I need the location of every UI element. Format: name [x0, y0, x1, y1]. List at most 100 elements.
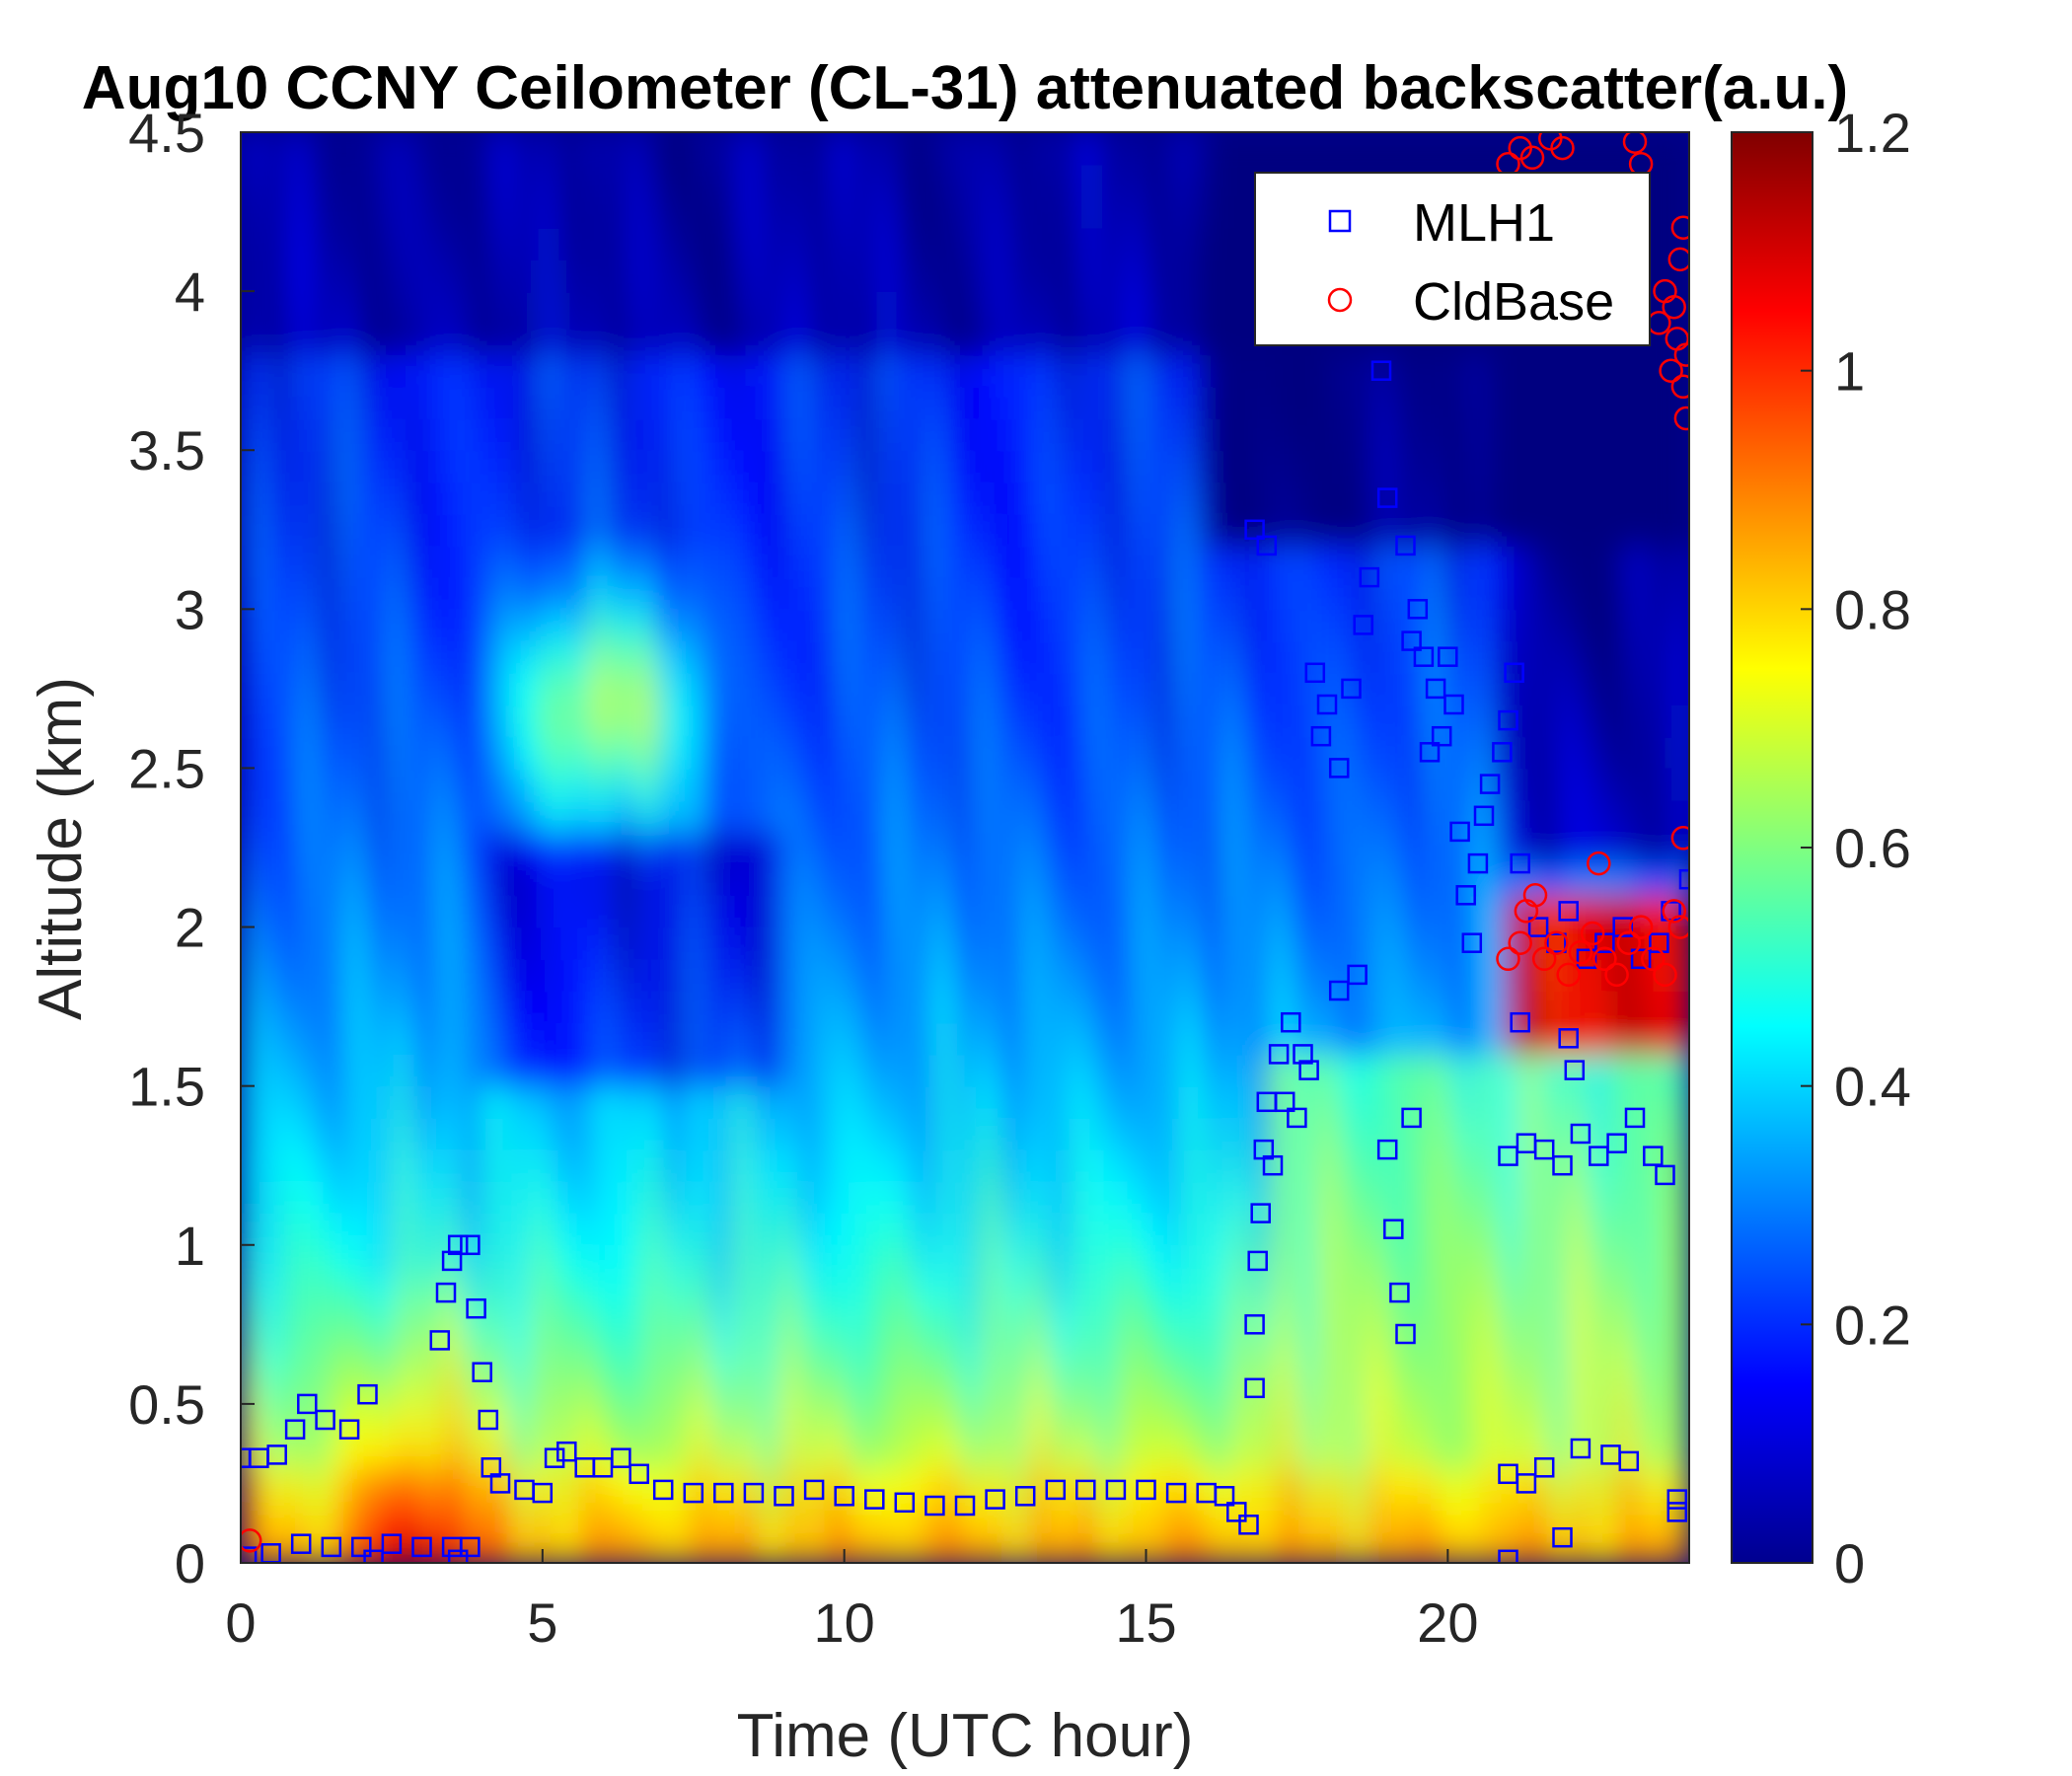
cldbase-point — [1508, 930, 1532, 955]
y-tick-label: 4 — [175, 260, 205, 323]
series-mlh1 — [241, 360, 1689, 1563]
cldbase-point — [1604, 962, 1629, 988]
cldbase-point — [1587, 851, 1611, 876]
mlh1-point — [1558, 901, 1579, 922]
mlh1-point — [1244, 519, 1265, 541]
y-tick-label: 1 — [175, 1215, 205, 1277]
mlh1-point — [1214, 1486, 1235, 1507]
mlh1-point — [1431, 725, 1452, 747]
chart-title: Aug10 CCNY Ceilometer (CL-31) attenuated… — [82, 54, 1848, 122]
cldbase-point — [1670, 215, 1689, 240]
mlh1-point — [1438, 646, 1458, 667]
cldbase-point — [1556, 962, 1581, 988]
mlh1-point — [1347, 964, 1368, 986]
mlh1-point — [363, 1549, 384, 1563]
mlh1-point — [411, 1536, 432, 1558]
cldbase-point — [1667, 247, 1689, 272]
mlh1-point — [381, 1533, 403, 1554]
mlh1-point — [1247, 1250, 1268, 1272]
y-tick-label: 0 — [175, 1532, 205, 1594]
mlh1-point — [1413, 646, 1435, 667]
mlh1-point — [447, 1234, 469, 1256]
mlh1-point — [1570, 1123, 1591, 1145]
legend-marker-mlh1 — [1328, 209, 1352, 233]
colorbar-tick-label: 1 — [1834, 340, 1865, 403]
mlh1-point — [1589, 1146, 1609, 1166]
mlh1-point — [1479, 774, 1501, 794]
mlh1-point — [985, 1489, 1005, 1510]
mlh1-point — [1014, 1486, 1036, 1507]
mlh1-point — [1298, 1060, 1319, 1080]
series-cldbase — [241, 132, 1689, 1553]
mlh1-point — [1401, 1107, 1422, 1129]
cldbase-point — [1628, 915, 1654, 939]
mlh1-point — [429, 1330, 451, 1351]
mlh1-point — [489, 1473, 511, 1494]
mlh1-point — [1516, 1473, 1537, 1494]
colorbar-gradient — [1732, 132, 1813, 1563]
mlh1-point — [1473, 805, 1495, 827]
mlh1-point — [1304, 662, 1326, 684]
cldbase-point — [1622, 132, 1648, 154]
cldbase-point — [1568, 940, 1593, 965]
mlh1-point — [1546, 932, 1567, 953]
mlh1-point — [1274, 1091, 1295, 1113]
mlh1-point — [1244, 1314, 1265, 1335]
mlh1-point — [1510, 852, 1530, 874]
mlh1-point — [1533, 1139, 1555, 1160]
y-axis-label: Altitude (km) — [27, 677, 95, 1020]
plot-area-frame — [240, 131, 1690, 1564]
mlh1-point — [1075, 1479, 1096, 1501]
mlh1-point — [774, 1486, 794, 1507]
mlh1-point — [315, 1409, 335, 1431]
cldbase-point — [1670, 826, 1689, 851]
y-tick-label: 0.5 — [128, 1373, 205, 1436]
mlh1-point — [1643, 1146, 1664, 1166]
mlh1-point — [466, 1297, 486, 1319]
mlh1-point — [1533, 1457, 1555, 1478]
mlh1-point — [1570, 1438, 1591, 1459]
cldbase-point — [1673, 406, 1689, 431]
mlh1-point — [629, 1463, 649, 1485]
mlh1-point — [834, 1486, 854, 1507]
cldbase-point — [1653, 962, 1677, 988]
mlh1-point — [1666, 1489, 1688, 1510]
mlh1-point — [1527, 917, 1549, 937]
mlh1-point — [478, 1409, 499, 1431]
mlh1-point — [864, 1489, 885, 1510]
y-tick-label: 2 — [175, 897, 205, 959]
mlh1-point — [1498, 1146, 1518, 1166]
mlh1-point — [1244, 1377, 1265, 1399]
mlh1-point — [1606, 1133, 1627, 1153]
mlh1-point — [1649, 932, 1669, 953]
cldbase-point — [1616, 930, 1642, 955]
cldbase-point — [1673, 342, 1689, 367]
mlh1-point — [1328, 758, 1350, 778]
mlh1-point — [284, 1419, 306, 1440]
cldbase-point — [1667, 915, 1689, 939]
mlh1-point — [1455, 885, 1476, 906]
mlh1-point — [1407, 599, 1429, 620]
mlh1-point — [544, 1447, 565, 1468]
mlh1-point — [1376, 1139, 1398, 1160]
mlh1-point — [532, 1482, 554, 1504]
cldbase-point — [1592, 946, 1617, 972]
colorbar-tick-label: 0 — [1834, 1532, 1865, 1594]
mlh1-point — [925, 1495, 945, 1517]
mlh1-point — [1461, 932, 1483, 953]
mlh1-point — [894, 1492, 916, 1514]
cldbase-point — [1662, 294, 1686, 320]
mlh1-point — [1498, 1549, 1518, 1563]
x-tick-label: 0 — [225, 1591, 256, 1654]
legend-label-cldbase: CldBase — [1413, 272, 1614, 332]
cldbase-point — [1519, 145, 1545, 171]
colorbar-tick-label: 0.2 — [1834, 1294, 1911, 1356]
mlh1-point — [803, 1479, 825, 1501]
mlh1-point — [1498, 709, 1518, 731]
colorbar: 0 0.2 0.4 0.6 0.8 1 1.2 — [1731, 102, 1911, 1594]
x-axis: 0 5 10 15 20 — [225, 1549, 1478, 1654]
mlh1-point — [1310, 725, 1332, 747]
mlh1-point — [1552, 1526, 1573, 1548]
mlh1-point — [1238, 1515, 1259, 1535]
mlh1-point — [1395, 1323, 1416, 1345]
